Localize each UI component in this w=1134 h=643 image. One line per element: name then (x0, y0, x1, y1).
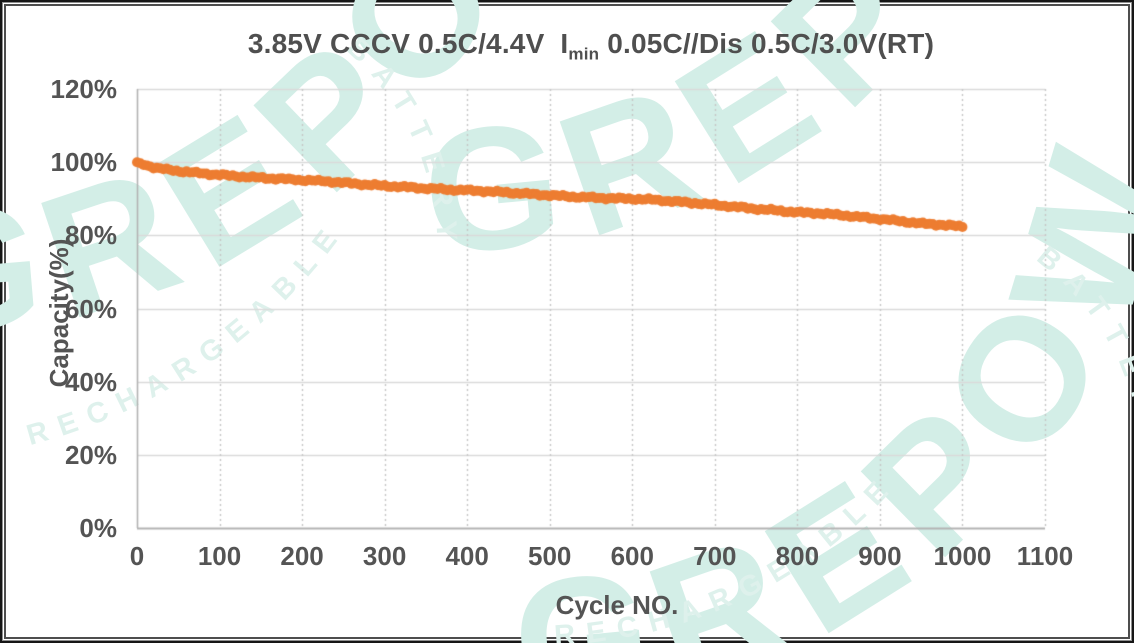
y-tick-label: 40% (64, 366, 117, 397)
y-tick-label: 120% (50, 74, 118, 104)
y-tick-label: 20% (64, 439, 117, 470)
x-tick-label: 100 (197, 541, 242, 571)
x-tick-label: 1000 (933, 541, 992, 571)
x-tick-label: 900 (858, 541, 902, 571)
x-tick-label: 600 (610, 541, 654, 571)
x-tick-label: 200 (280, 541, 324, 571)
x-axis-title: Cycle NO. (555, 590, 679, 620)
x-tick-label: 700 (693, 541, 737, 571)
y-tick-label: 80% (64, 220, 117, 251)
x-tick-label: 0 (129, 541, 145, 571)
y-tick-label: 0% (79, 513, 117, 543)
chart-title-subscript: min (568, 44, 600, 64)
y-tick-label: 60% (64, 293, 117, 324)
chart-title: 3.85V CCCV 0.5C/4.4V Imin 0.05C//Dis 0.5… (137, 28, 1045, 63)
x-tick-label: 800 (775, 541, 820, 571)
chart-title-pre: 3.85V CCCV 0.5C/4.4V I (247, 28, 569, 59)
chart-title-post: 0.05C//Dis 0.5C/3.0V(RT) (599, 28, 935, 59)
x-tick-label: 400 (445, 541, 489, 571)
y-tick-label: 100% (50, 147, 118, 178)
x-tick-label: 1100 (1016, 541, 1074, 571)
x-tick-label: 500 (528, 541, 572, 571)
x-tick-label: 300 (362, 541, 407, 571)
